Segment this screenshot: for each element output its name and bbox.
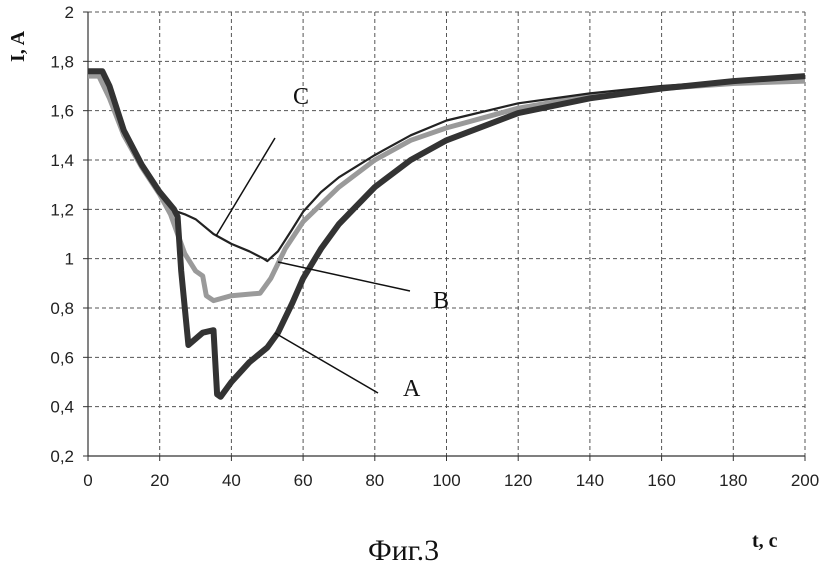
y-tick-label: 1,4 <box>50 151 74 170</box>
annotation-pointer <box>216 138 275 236</box>
annotation-label: B <box>433 288 449 314</box>
x-tick-label: 120 <box>504 471 532 490</box>
figure-caption: Фиг.3 <box>368 534 439 566</box>
grid <box>88 12 805 456</box>
y-tick-label: 1,8 <box>50 52 74 71</box>
annotation-label: A <box>403 376 421 402</box>
y-tick-label: 0,6 <box>50 348 74 367</box>
x-tick-label: 0 <box>83 471 92 490</box>
y-axis-label: I, A <box>7 30 29 62</box>
annotation-label: C <box>293 84 309 110</box>
series <box>88 71 805 397</box>
axes <box>83 12 805 461</box>
y-tick-label: 0,8 <box>50 299 74 318</box>
x-tick-label: 160 <box>647 471 675 490</box>
x-tick-label: 100 <box>432 471 460 490</box>
x-tick-label: 200 <box>791 471 819 490</box>
chart: 0 20 40 60 80 100 120 140 160 180 200 0,2 0,4 0,6 0,8 1… <box>0 0 830 566</box>
y-tick-label: 1,6 <box>50 102 74 121</box>
tick-labels: 0 20 40 60 80 100 120 140 160 180 200 0,2 0,4 0,6 0,8 1… <box>50 3 819 490</box>
x-tick-label: 40 <box>222 471 241 490</box>
y-tick-label: 2 <box>65 3 74 22</box>
x-tick-label: 180 <box>719 471 747 490</box>
annotation-pointer <box>275 333 378 393</box>
x-tick-label: 20 <box>150 471 169 490</box>
annotations: C B A <box>216 84 449 402</box>
x-tick-label: 140 <box>576 471 604 490</box>
x-tick-label: 60 <box>294 471 313 490</box>
y-tick-label: 1,2 <box>50 200 74 219</box>
y-tick-label: 0,2 <box>50 447 74 466</box>
x-axis-label: t, c <box>752 530 778 552</box>
y-tick-label: 1 <box>65 250 74 269</box>
x-tick-label: 80 <box>365 471 384 490</box>
y-tick-label: 0,4 <box>50 398 74 417</box>
